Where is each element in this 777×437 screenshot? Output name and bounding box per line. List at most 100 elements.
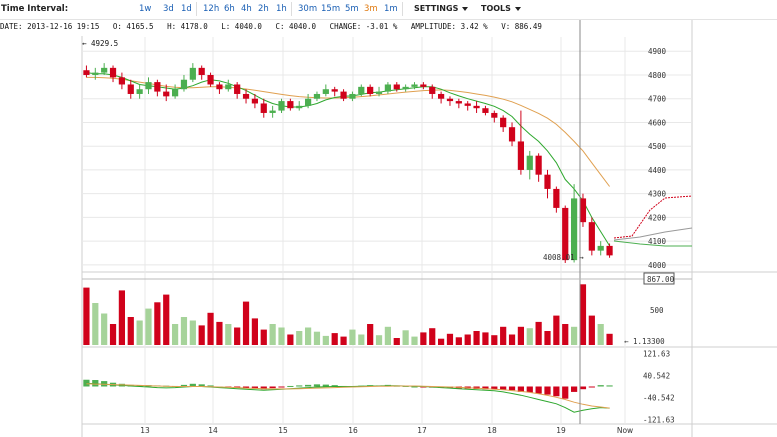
macd-bar <box>313 384 321 387</box>
chevron-down-icon <box>462 6 469 11</box>
interval-1h[interactable]: 1h <box>276 4 287 14</box>
volume-bar <box>455 337 462 345</box>
volume-bar <box>500 326 507 345</box>
interval-1w[interactable]: 1w <box>139 4 152 14</box>
volume-bar <box>198 325 205 345</box>
macd-bar <box>207 385 214 387</box>
macd-bar <box>101 381 108 387</box>
macd-bar <box>553 386 560 397</box>
macd-axis-label: 40.542 <box>643 372 670 381</box>
volume-bar <box>171 324 179 345</box>
candle-body <box>136 89 143 94</box>
candle-body <box>269 110 276 113</box>
interval-5m[interactable]: 5m <box>345 4 359 14</box>
volume-bar <box>92 303 99 345</box>
macd-bar <box>544 386 551 395</box>
macd-bar <box>304 384 312 387</box>
macd-bar <box>198 384 205 387</box>
macd-axis-label: -121.63 <box>643 415 675 424</box>
interval-15m[interactable]: 15m <box>321 4 341 14</box>
candle-body <box>127 84 134 94</box>
macd-bar <box>234 386 241 388</box>
candle-body <box>251 98 259 104</box>
volume-bar <box>127 317 134 345</box>
toolbar-divider <box>402 2 403 16</box>
candle-body <box>491 112 498 118</box>
interval-30m[interactable]: 30m <box>298 4 318 14</box>
volume-bar <box>340 336 347 345</box>
interval-3d[interactable]: 3d <box>163 4 174 14</box>
candle-body <box>384 84 392 92</box>
macd-bar <box>278 386 285 388</box>
interval-1d[interactable]: 1d <box>181 4 192 14</box>
candle-body <box>331 89 338 92</box>
interval-1m[interactable]: 1m <box>384 4 398 14</box>
volume-bar <box>216 321 223 345</box>
price-axis-label: 4100 <box>648 237 667 246</box>
tools-menu[interactable]: TOOLS <box>481 4 521 13</box>
volume-bar <box>526 328 533 345</box>
volume-bar <box>358 334 365 345</box>
candle-body <box>570 198 578 261</box>
volume-bar <box>180 317 188 345</box>
volume-bar <box>260 329 267 345</box>
macd-bar <box>535 386 542 394</box>
x-axis-tick-label: 13 <box>140 426 150 435</box>
candle-body <box>109 67 117 78</box>
volume-bar <box>597 324 604 345</box>
macd-bar <box>579 386 587 390</box>
volume-bar <box>118 290 126 345</box>
price-axis-label: 4700 <box>648 95 667 104</box>
volume-bar <box>331 333 338 345</box>
candle-body <box>393 84 400 90</box>
low-price-marker: 4008.01 → <box>543 253 584 262</box>
volume-bar <box>429 328 436 345</box>
tools-label: TOOLS <box>481 4 511 13</box>
volume-bar <box>446 333 454 345</box>
x-axis-tick-label: Now <box>617 426 633 435</box>
candle-body <box>358 86 365 94</box>
macd-bar <box>517 386 525 392</box>
macd-bar <box>260 386 267 390</box>
macd-bar <box>92 380 99 387</box>
macd-bar <box>411 386 418 388</box>
candle-body <box>446 98 454 102</box>
volume-bar <box>225 324 232 345</box>
price-axis-label: 4400 <box>648 166 667 175</box>
candle-body <box>508 127 516 142</box>
volume-bar <box>154 302 161 345</box>
x-axis-tick-label: 14 <box>208 426 218 435</box>
macd-bar <box>322 384 329 387</box>
interval-12h[interactable]: 12h <box>203 4 220 14</box>
macd-bar <box>526 386 533 393</box>
macd-bar <box>331 385 338 387</box>
candle-body <box>92 72 99 75</box>
candle-body <box>437 93 445 99</box>
interval-2h[interactable]: 2h <box>258 4 269 14</box>
macd-bar <box>287 385 294 387</box>
x-axis-tick-label: 15 <box>278 426 288 435</box>
volume-bar <box>535 321 542 345</box>
macd-bar <box>482 386 489 390</box>
candle-body <box>163 91 170 97</box>
x-axis-tick-label: 17 <box>417 426 427 435</box>
volume-bar <box>109 324 117 345</box>
price-axis-label: 4500 <box>648 142 667 151</box>
volume-value-label: 867.00 <box>647 275 675 284</box>
ma-slow-line <box>86 76 610 187</box>
macd-bar <box>588 386 595 388</box>
macd-bar <box>420 386 427 388</box>
settings-menu[interactable]: SETTINGS <box>414 4 469 13</box>
interval-6h[interactable]: 6h <box>224 4 235 14</box>
settings-label: SETTINGS <box>414 4 459 13</box>
macd-bar <box>136 385 143 387</box>
interval-4h[interactable]: 4h <box>241 4 252 14</box>
candle-body <box>500 117 507 128</box>
candle-body <box>562 207 569 261</box>
x-axis-tick-label: 18 <box>487 426 497 435</box>
macd-bar <box>597 385 604 387</box>
interval-3m[interactable]: 3m <box>364 4 378 14</box>
macd-bar <box>500 386 507 390</box>
macd-bar <box>491 386 498 390</box>
